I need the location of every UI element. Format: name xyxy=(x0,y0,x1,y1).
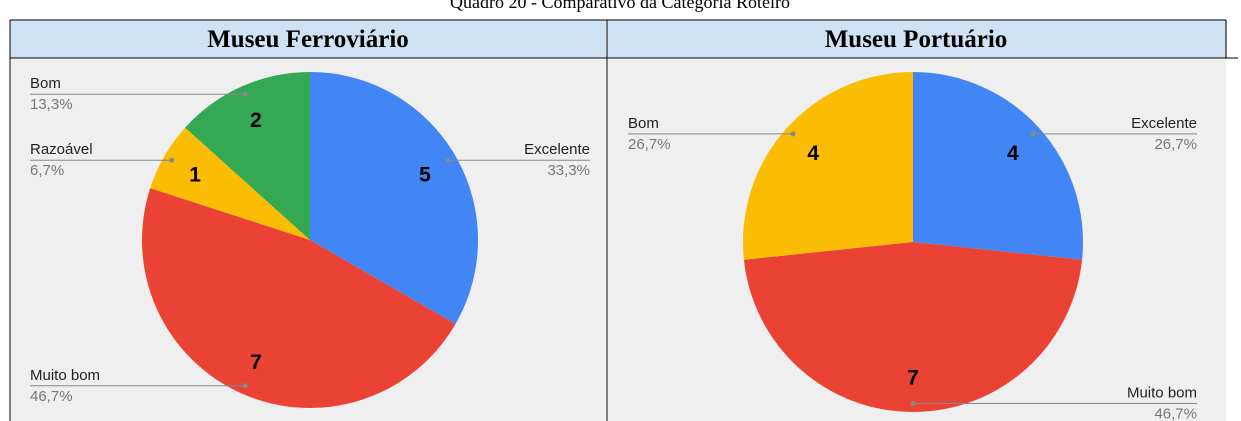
slice-percent: 46,7% xyxy=(1154,406,1197,421)
pie-slice xyxy=(185,72,310,240)
slice-label: Razoável xyxy=(30,141,93,158)
slice-percent: 46,7% xyxy=(30,388,73,405)
slice-value: 7 xyxy=(250,351,262,374)
chart-title: Museu Ferroviário xyxy=(207,26,409,53)
chart-title: Museu Portuário xyxy=(825,26,1008,53)
slice-label: Muito bom xyxy=(1127,385,1197,402)
pie-slice xyxy=(150,127,310,240)
leader-dot xyxy=(242,91,248,97)
pie-slice xyxy=(743,242,1083,413)
slice-label: Excelente xyxy=(1131,115,1197,132)
pie-slice xyxy=(913,72,1083,260)
slice-percent: 26,7% xyxy=(628,136,671,153)
slice-value: 4 xyxy=(1007,142,1019,165)
slice-percent: 33,3% xyxy=(547,162,590,179)
slice-percent: 6,7% xyxy=(30,162,64,179)
leader-dot xyxy=(910,401,916,406)
leader-dot xyxy=(242,383,248,389)
header-bg xyxy=(10,20,606,58)
leader-dot xyxy=(790,131,796,137)
slice-value: 2 xyxy=(250,109,262,132)
slice-value: 1 xyxy=(189,164,201,187)
leader-dot xyxy=(169,157,175,163)
slice-percent: 13,3% xyxy=(30,96,73,113)
slice-label: Bom xyxy=(628,115,659,132)
pie-slice xyxy=(743,72,913,260)
slice-label: Excelente xyxy=(524,141,590,158)
slice-label: Muito bom xyxy=(30,367,100,384)
slice-value: 5 xyxy=(419,164,431,187)
leader-dot xyxy=(1030,131,1036,137)
caption: Quadro 20 - Comparativo da Categoria Rot… xyxy=(450,0,790,12)
header-bg xyxy=(607,20,1227,58)
slice-percent: 26,7% xyxy=(1154,136,1197,153)
slice-label: Bom xyxy=(30,75,61,92)
pie-slice xyxy=(141,188,456,409)
slice-value: 7 xyxy=(907,366,919,389)
leader-dot xyxy=(445,157,451,163)
pie-slice xyxy=(310,72,478,324)
slice-value: 4 xyxy=(807,142,819,165)
